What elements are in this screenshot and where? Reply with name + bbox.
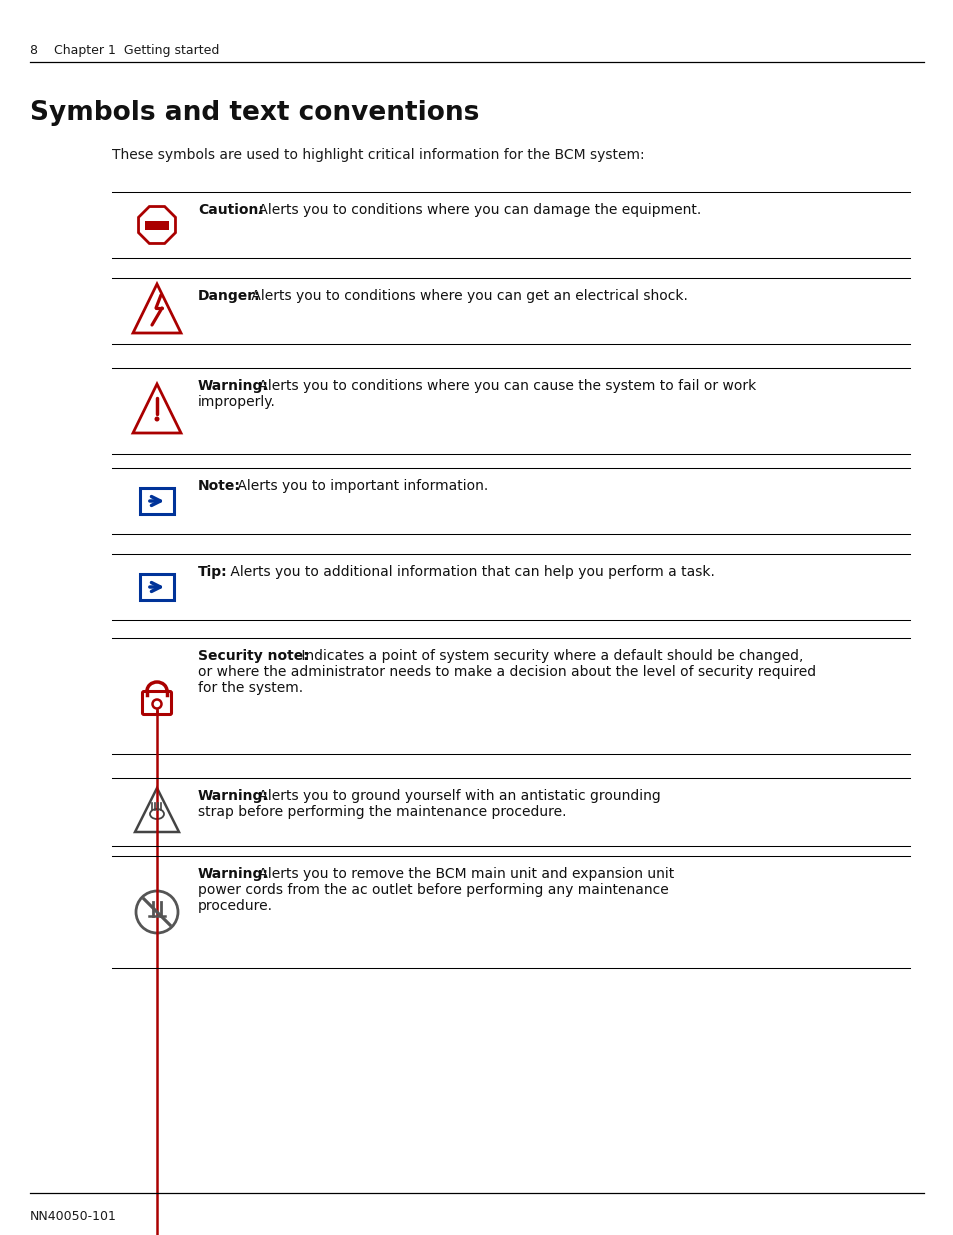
Text: improperly.: improperly. — [198, 395, 275, 409]
Text: Alerts you to conditions where you can get an electrical shock.: Alerts you to conditions where you can g… — [247, 289, 687, 303]
Text: Alerts you to ground yourself with an antistatic grounding: Alerts you to ground yourself with an an… — [254, 789, 660, 803]
Text: Security note:: Security note: — [198, 650, 309, 663]
Text: Symbols and text conventions: Symbols and text conventions — [30, 100, 478, 126]
Text: Warning:: Warning: — [198, 789, 269, 803]
Text: These symbols are used to highlight critical information for the BCM system:: These symbols are used to highlight crit… — [112, 148, 644, 162]
Text: 8    Chapter 1  Getting started: 8 Chapter 1 Getting started — [30, 44, 219, 57]
Text: NN40050-101: NN40050-101 — [30, 1210, 117, 1223]
Text: Tip:: Tip: — [198, 564, 228, 579]
Text: power cords from the ac outlet before performing any maintenance: power cords from the ac outlet before pe… — [198, 883, 668, 897]
Text: Indicates a point of system security where a default should be changed,: Indicates a point of system security whe… — [296, 650, 802, 663]
Text: Alerts you to conditions where you can damage the equipment.: Alerts you to conditions where you can d… — [254, 203, 700, 217]
Text: or where the administrator needs to make a decision about the level of security : or where the administrator needs to make… — [198, 664, 815, 679]
FancyBboxPatch shape — [140, 488, 173, 514]
Text: procedure.: procedure. — [198, 899, 273, 913]
Text: Warning:: Warning: — [198, 867, 269, 881]
FancyBboxPatch shape — [140, 574, 173, 600]
Circle shape — [154, 416, 159, 421]
Text: Alerts you to additional information that can help you perform a task.: Alerts you to additional information tha… — [226, 564, 715, 579]
Text: Warning:: Warning: — [198, 379, 269, 393]
FancyBboxPatch shape — [142, 692, 172, 715]
Text: Caution:: Caution: — [198, 203, 264, 217]
Text: for the system.: for the system. — [198, 680, 303, 695]
Text: Note:: Note: — [198, 479, 240, 493]
Text: Alerts you to important information.: Alerts you to important information. — [233, 479, 488, 493]
Text: Alerts you to conditions where you can cause the system to fail or work: Alerts you to conditions where you can c… — [254, 379, 756, 393]
Text: strap before performing the maintenance procedure.: strap before performing the maintenance … — [198, 805, 566, 819]
FancyBboxPatch shape — [145, 221, 169, 230]
Text: Danger:: Danger: — [198, 289, 260, 303]
Text: Alerts you to remove the BCM main unit and expansion unit: Alerts you to remove the BCM main unit a… — [254, 867, 674, 881]
